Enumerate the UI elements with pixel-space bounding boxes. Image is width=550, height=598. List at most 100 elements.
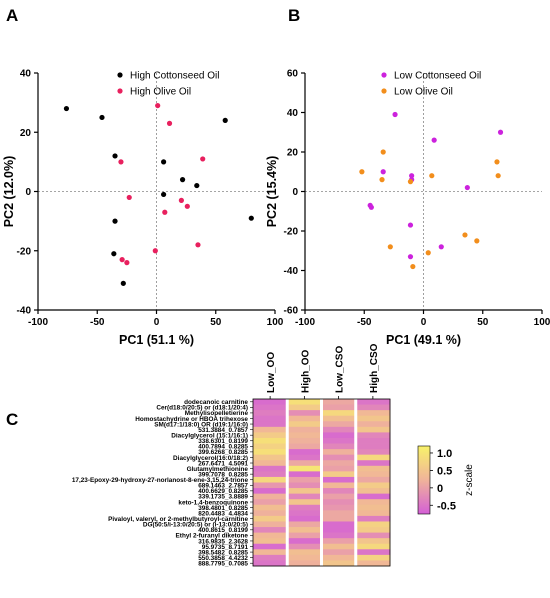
heatmap-cell	[355, 443, 391, 450]
data-point	[184, 203, 190, 209]
y-tick-label: 60	[287, 69, 299, 80]
x-tick-label: 50	[210, 317, 222, 328]
heatmap-cell	[253, 465, 288, 472]
heatmap-cell	[253, 476, 288, 483]
heatmap-cell	[355, 426, 391, 433]
row-label: Ethyl 2-furanyl diketone	[176, 533, 249, 540]
heatmap-cell	[253, 399, 288, 405]
data-point	[162, 209, 168, 215]
data-point	[112, 218, 118, 224]
heatmap-cell	[355, 454, 391, 461]
heatmap-cell	[355, 521, 391, 528]
heatmap-cell	[253, 454, 288, 461]
y-tick-label: 20	[287, 148, 299, 159]
y-tick-label: -40	[17, 306, 32, 317]
heatmap-cell	[321, 426, 357, 433]
data-point	[359, 169, 365, 175]
y-tick-label: -20	[284, 227, 299, 238]
heatmap-cell	[355, 476, 391, 483]
heatmap-cell	[355, 437, 391, 444]
data-point	[179, 177, 186, 183]
heatmap-cell	[253, 437, 288, 444]
data-point	[410, 263, 416, 270]
row-label: DG(50:5/i-13:0/20:5) or (i-13:0/20:5)	[143, 522, 248, 529]
heatmap-cell	[287, 426, 322, 433]
heatmap-cell	[253, 443, 288, 450]
x-tick-label: -50	[357, 317, 372, 328]
data-point	[194, 182, 200, 189]
data-point	[462, 232, 468, 238]
panel-label: B	[288, 6, 300, 25]
y-axis-label: PC2 (12.0%)	[2, 156, 16, 228]
y-tick-label: -60	[284, 306, 299, 317]
heatmap-cell	[355, 543, 391, 550]
heatmap-cell	[253, 404, 288, 411]
heatmap-cell	[287, 504, 322, 511]
heatmap-cell	[321, 527, 357, 533]
row-label: Homostachydrine or HBOA trihexose	[135, 416, 248, 423]
heatmap-cell	[355, 465, 391, 472]
x-tick-label: -100	[295, 317, 315, 328]
heatmap-cell	[287, 404, 322, 411]
heatmap-cell	[321, 399, 357, 405]
row-label: 689.1463_2.7857	[198, 483, 248, 490]
heatmap-cell	[253, 415, 288, 422]
data-point	[195, 242, 201, 248]
heatmap-cell	[355, 554, 391, 561]
legend-entry: Low Cottonseed Oil	[394, 71, 481, 82]
column-label: High_OO	[300, 349, 311, 393]
heatmap-cell	[287, 499, 322, 506]
heatmap-cell	[253, 460, 288, 467]
data-point	[222, 117, 228, 123]
heatmap-cell	[321, 532, 357, 539]
data-point	[429, 173, 435, 179]
heatmap-cell	[321, 415, 357, 422]
data-point	[392, 111, 398, 118]
heatmap-cell	[287, 493, 322, 500]
heatmap-cell	[287, 465, 322, 472]
column-label: Low_CSO	[335, 346, 346, 393]
column-separator	[354, 399, 358, 566]
heatmap-cell	[355, 410, 391, 417]
heatmap-cell	[355, 515, 391, 522]
heatmap-cell	[321, 499, 357, 506]
data-point	[152, 248, 158, 254]
panel-a: A -100 -50 0 50 100 -40 -20 0 20 40 PC1 (51.1 %) PC2…	[2, 6, 284, 347]
row-label: Cer(d18:0/20:5) or (d18:1/20:4)	[156, 405, 248, 412]
heatmap-cell	[321, 504, 357, 511]
x-tick-label: -50	[90, 317, 105, 328]
heatmap-cell	[253, 554, 288, 561]
row-label: 400.6629_0.8285	[198, 488, 248, 495]
data-point	[166, 120, 173, 126]
legend-marker	[381, 88, 387, 94]
row-label: 398.4801_0.8285	[198, 505, 248, 512]
legend-marker	[117, 72, 123, 78]
heatmap-cell	[253, 510, 288, 517]
row-label: 550.3858_4.4232	[198, 555, 248, 562]
data-point	[407, 254, 414, 260]
y-tick-label: -20	[17, 246, 32, 257]
heatmap-cell	[287, 532, 322, 539]
row-label: keto-1,4-benzoquinone	[178, 499, 248, 506]
data-point	[409, 173, 415, 179]
heatmap-cell	[321, 554, 357, 561]
heatmap-cell	[287, 460, 322, 467]
y-tick-label: 20	[20, 128, 32, 139]
colorbar-tick-label: 0	[437, 483, 443, 495]
heatmap-cell	[253, 493, 288, 500]
row-label: Diacylglycerol(16:0/18:2)	[173, 455, 248, 462]
x-tick-label: 0	[421, 317, 427, 328]
heatmap-cell	[287, 421, 322, 428]
column-separator	[285, 399, 289, 566]
heatmap-cell	[287, 415, 322, 422]
heatmap-cell	[253, 515, 288, 522]
data-point	[438, 244, 444, 250]
row-label: dodecanoic carnitine	[184, 399, 248, 406]
heatmap-cell	[253, 410, 288, 417]
colorbar	[417, 445, 431, 515]
data-point	[124, 260, 130, 266]
heatmap-cell	[355, 538, 391, 545]
heatmap-cell	[321, 465, 357, 472]
y-tick-label: 40	[287, 108, 299, 119]
